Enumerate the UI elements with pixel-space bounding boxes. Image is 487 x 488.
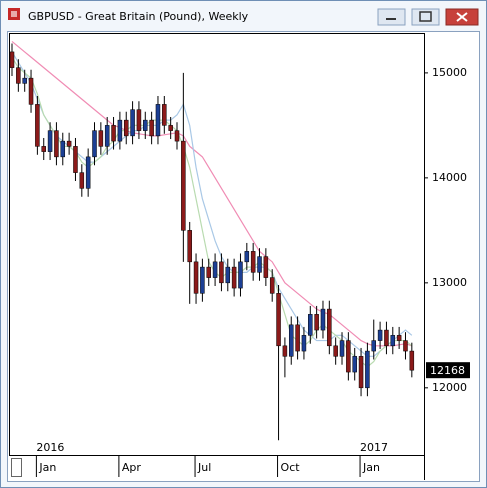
candle-body — [269, 277, 275, 294]
candle-body — [200, 266, 205, 294]
moving-average-line — [11, 56, 413, 368]
x-tick-label: Jan — [38, 461, 56, 474]
candle-body — [35, 104, 40, 147]
candle-body — [79, 172, 85, 189]
candle-body — [288, 324, 294, 357]
last-price-label: 12168 — [430, 364, 465, 377]
candle-body — [162, 104, 167, 126]
candle-body — [403, 340, 408, 352]
candle-body — [384, 329, 389, 347]
plot-content: 12000 13000 14000 15000 Jan Apr Jul Oct Jan 2016 2… — [9, 40, 467, 477]
candle-body — [85, 156, 91, 189]
candle-body — [301, 335, 307, 352]
candle-body — [219, 261, 224, 284]
candle-body — [123, 119, 129, 137]
x-tick-label: Oct — [281, 461, 301, 474]
candle-body — [92, 130, 97, 158]
candle-body — [409, 350, 415, 371]
candle-body — [193, 261, 199, 294]
year-label: 2016 — [36, 441, 64, 454]
moving-average-line — [11, 40, 413, 347]
window-icon-detail — [11, 11, 17, 17]
candle-body — [181, 140, 186, 231]
candle-body — [282, 345, 288, 357]
candle-body — [295, 324, 300, 352]
candle-body — [377, 329, 383, 341]
candle-body — [60, 140, 66, 158]
candle-body — [73, 146, 78, 173]
moving-average-line — [11, 51, 413, 357]
candle-body — [225, 266, 231, 284]
candle-body — [155, 104, 161, 137]
candle-body — [339, 340, 345, 357]
candle-body — [66, 140, 72, 147]
candle-body — [98, 130, 104, 147]
maximize-button[interactable] — [411, 8, 440, 26]
candle-body — [396, 335, 402, 341]
candle-body — [168, 125, 173, 131]
candle-body — [238, 261, 243, 289]
candle-body — [371, 340, 376, 352]
candle-body — [276, 293, 281, 347]
candle-body — [187, 230, 192, 263]
y-tick-label: 13000 — [432, 276, 467, 289]
candle-body — [263, 256, 269, 278]
candle-body — [47, 130, 53, 152]
candle-body — [28, 77, 34, 105]
candle-body — [130, 109, 135, 137]
candle-body — [117, 119, 123, 142]
scroll-box[interactable] — [11, 458, 22, 477]
candle-body — [143, 119, 148, 131]
candle-body — [352, 356, 357, 373]
candle-body — [41, 146, 46, 152]
candle-body — [314, 314, 319, 331]
x-tick-label: Apr — [122, 461, 142, 474]
candle-body — [111, 125, 116, 142]
year-label: 2017 — [360, 441, 388, 454]
candle-body — [174, 130, 180, 142]
candle-body — [320, 308, 326, 331]
close-button[interactable] — [445, 8, 479, 26]
candle-body — [333, 345, 338, 357]
candle-body — [308, 314, 313, 336]
candle-body — [358, 356, 364, 389]
minimize-button[interactable] — [377, 8, 406, 26]
candle-body — [22, 77, 27, 84]
y-tick-label: 14000 — [432, 171, 467, 184]
candle-body — [206, 266, 211, 278]
candle-body — [327, 308, 332, 347]
candle-body — [212, 261, 218, 278]
y-tick-label: 15000 — [432, 66, 467, 79]
candle-body — [136, 109, 142, 131]
candle-body — [9, 51, 15, 68]
y-tick-label: 12000 — [432, 381, 467, 394]
candle-body — [390, 335, 396, 347]
candle-body — [250, 251, 256, 273]
candle-body — [346, 340, 351, 373]
candle-body — [104, 125, 110, 147]
window-title: GBPUSD - Great Britain (Pound), Weekly — [28, 10, 249, 23]
x-tick-label: Jul — [197, 461, 211, 474]
candle-body — [257, 256, 262, 273]
x-tick-label: Jan — [362, 461, 380, 474]
candle-body — [149, 119, 154, 137]
candle-body — [244, 251, 250, 263]
candle-body — [365, 350, 370, 389]
candle-body — [231, 266, 237, 289]
candle-body — [54, 130, 59, 158]
candle-body — [16, 67, 21, 84]
last-price-box — [426, 362, 470, 379]
